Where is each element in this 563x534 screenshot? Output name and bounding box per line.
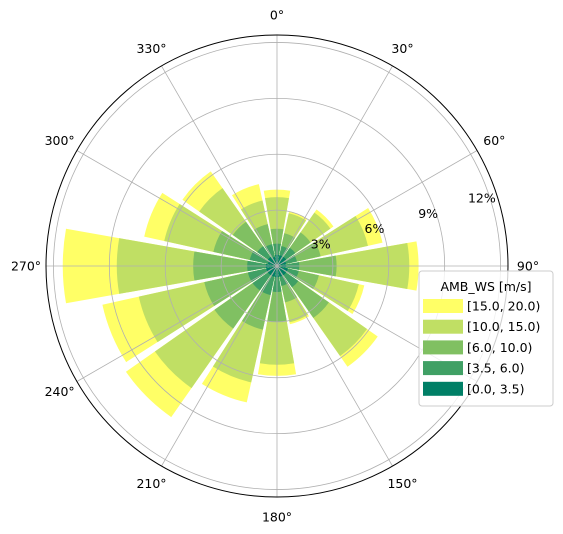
legend-swatch-3 <box>423 361 463 376</box>
direction-label-90: 90° <box>517 259 539 274</box>
legend-swatch-1 <box>423 319 463 334</box>
polar-frame <box>45 34 509 498</box>
grid-spoke-330 <box>161 65 278 267</box>
legend-title: AMB_WS [m/s] <box>440 279 531 294</box>
direction-label-0: 0° <box>270 8 284 23</box>
legend-swatch-4 <box>423 381 463 396</box>
radial-tick-3: 3% <box>311 237 331 252</box>
legend-label-4: [0.0, 3.5) <box>467 381 524 396</box>
radial-tick-6: 6% <box>365 221 385 236</box>
grid-spoke-150 <box>276 265 393 467</box>
direction-label-330: 330° <box>136 41 166 56</box>
direction-label-150: 150° <box>387 476 417 491</box>
legend-label-1: [10.0, 15.0) <box>467 319 540 334</box>
grid-spoke-240 <box>76 265 278 382</box>
grid-spoke-60 <box>276 150 478 267</box>
legend: AMB_WS [m/s] [15.0, 20.0) [10.0, 15.0) [6.… <box>418 270 554 407</box>
legend-label-3: [3.5, 6.0) <box>467 361 524 376</box>
direction-label-60: 60° <box>483 133 505 148</box>
sector-45-bin-0 <box>277 256 287 266</box>
direction-label-30: 30° <box>391 41 413 56</box>
legend-swatch-0 <box>423 299 463 313</box>
grid-spoke-210 <box>161 265 278 467</box>
radial-tick-9: 9% <box>418 206 438 221</box>
direction-label-210: 210° <box>136 476 166 491</box>
direction-label-270: 270° <box>11 259 41 274</box>
polar-grid <box>45 34 509 498</box>
direction-label-240: 240° <box>45 384 75 399</box>
sector-135-bin-0 <box>277 266 287 276</box>
wind-sectors <box>62 171 419 418</box>
grid-spoke-30 <box>276 65 393 267</box>
legend-label-2: [6.0, 10.0) <box>467 340 532 355</box>
legend-label-0: [15.0, 20.0) <box>467 299 540 314</box>
direction-label-300: 300° <box>45 133 75 148</box>
radial-tick-labels: 3% 6% 9% 12% <box>311 190 496 251</box>
direction-labels: 0° 30° 60° 90° 150° 180° 210° 240° 270° 300° 330° <box>11 8 539 525</box>
direction-label-180: 180° <box>262 510 292 525</box>
sector-315-bin-0 <box>267 256 277 266</box>
legend-swatch-2 <box>423 340 463 355</box>
grid-spoke-300 <box>76 150 278 267</box>
radial-tick-12: 12% <box>468 190 496 205</box>
sector-225-bin-0 <box>267 266 277 276</box>
